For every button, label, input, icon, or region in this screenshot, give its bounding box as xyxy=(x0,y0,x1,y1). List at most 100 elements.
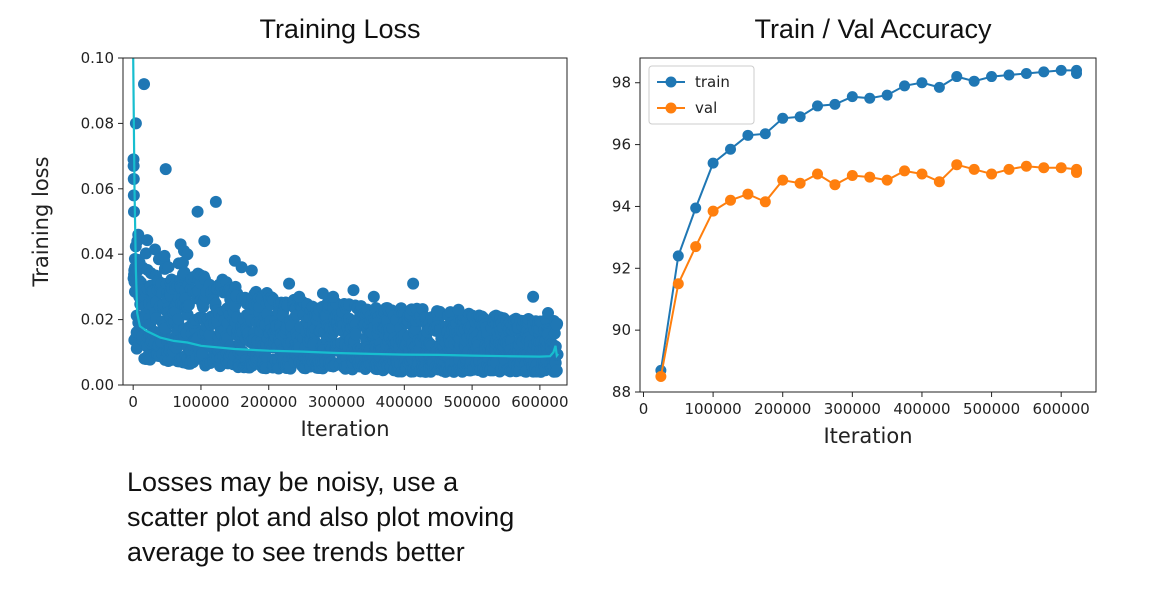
loss-x-tick-label: 0 xyxy=(128,393,138,411)
train-point xyxy=(1003,69,1015,81)
training-loss-chart: 0 100000 200000 300000 400000 500000 600000 0.0… xyxy=(29,49,569,441)
loss-point xyxy=(550,318,563,331)
loss-x-axis-label: Iteration xyxy=(300,417,389,441)
accuracy-legend: train val xyxy=(648,65,755,125)
loss-x-tick-label: 300000 xyxy=(308,393,365,411)
train-point xyxy=(1071,67,1083,79)
loss-outlier-point xyxy=(191,205,204,218)
val-point xyxy=(1020,160,1032,172)
train-point xyxy=(881,89,893,101)
loss-point xyxy=(182,298,195,311)
accuracy-chart: 0 100000 200000 300000 400000 500000 600000 88 9… xyxy=(612,57,1097,448)
acc-x-tick-label: 200000 xyxy=(754,400,811,418)
loss-point xyxy=(196,348,209,361)
val-series-line xyxy=(659,163,1078,377)
loss-outlier-point xyxy=(283,277,296,290)
loss-outlier-point xyxy=(316,287,329,300)
train-point xyxy=(951,71,963,83)
train-point xyxy=(812,100,824,112)
loss-y-tick-label: 0.02 xyxy=(81,311,114,329)
val-point xyxy=(899,165,911,177)
loss-y-tick-label: 0.00 xyxy=(81,376,114,394)
val-point xyxy=(1038,162,1050,174)
loss-outlier-point xyxy=(452,303,465,316)
loss-outlier-point xyxy=(159,163,172,176)
val-point xyxy=(690,241,702,253)
train-point xyxy=(1020,67,1032,79)
val-point xyxy=(846,170,858,182)
loss-outlier-point xyxy=(407,277,420,290)
train-point xyxy=(1038,66,1050,78)
loss-y-tick-label: 0.10 xyxy=(81,49,114,67)
loss-point xyxy=(148,243,161,256)
val-point xyxy=(951,159,963,171)
loss-point xyxy=(141,234,154,247)
acc-y-tick-label: 88 xyxy=(612,383,631,401)
val-point xyxy=(759,196,771,208)
loss-outlier-point xyxy=(293,290,306,303)
loss-scatter-points xyxy=(127,58,564,378)
val-point xyxy=(986,168,998,180)
loss-outlier-point xyxy=(367,290,380,303)
acc-x-tick-label: 400000 xyxy=(893,400,950,418)
loss-outlier-point xyxy=(198,235,211,248)
loss-x-tick-label: 400000 xyxy=(376,393,433,411)
loss-point xyxy=(158,249,171,262)
loss-outlier-point xyxy=(235,261,248,274)
train-point xyxy=(777,112,789,124)
loss-point xyxy=(349,328,362,341)
val-point xyxy=(777,174,789,186)
loss-outlier-point xyxy=(527,290,540,303)
loss-y-tick-label: 0.06 xyxy=(81,180,114,198)
val-point xyxy=(707,205,719,217)
acc-y-tick-label: 94 xyxy=(612,197,631,215)
val-point xyxy=(1003,163,1015,175)
train-point xyxy=(707,157,719,169)
train-point xyxy=(933,81,945,93)
val-point xyxy=(812,168,824,180)
train-point xyxy=(899,80,911,92)
val-point xyxy=(794,177,806,189)
train-point xyxy=(846,91,858,103)
val-point xyxy=(725,194,737,206)
legend-val-label: val xyxy=(695,99,717,117)
val-point xyxy=(916,168,928,180)
acc-x-tick-label: 0 xyxy=(639,400,649,418)
val-point xyxy=(968,163,980,175)
acc-y-tick-label: 92 xyxy=(612,259,631,277)
train-point xyxy=(742,129,754,141)
caption-line-2: scatter plot and also plot moving xyxy=(127,502,515,532)
legend-val-marker xyxy=(665,102,677,114)
val-point xyxy=(829,179,841,191)
accuracy-chart-title: Train / Val Accuracy xyxy=(754,14,992,44)
acc-y-tick-label: 90 xyxy=(612,321,631,339)
train-point xyxy=(864,92,876,104)
val-point xyxy=(1055,162,1067,174)
loss-point xyxy=(172,313,185,326)
loss-outlier-point xyxy=(347,284,360,297)
acc-y-tick-label: 98 xyxy=(612,74,631,92)
loss-y-tick-label: 0.08 xyxy=(81,114,114,132)
train-point xyxy=(672,250,684,262)
loss-point xyxy=(162,261,175,274)
acc-x-tick-label: 600000 xyxy=(1033,400,1090,418)
val-point xyxy=(881,174,893,186)
train-point xyxy=(725,143,737,155)
loss-x-tick-label: 500000 xyxy=(443,393,500,411)
train-point xyxy=(690,202,702,214)
val-point xyxy=(655,371,667,383)
loss-x-tick-label: 100000 xyxy=(172,393,229,411)
loss-chart-title: Training Loss xyxy=(259,14,421,44)
caption-line-3: average to see trends better xyxy=(127,537,465,567)
val-point xyxy=(933,176,945,188)
train-point xyxy=(794,111,806,123)
val-point xyxy=(742,188,754,200)
loss-outlier-point xyxy=(542,307,555,320)
loss-outlier-point xyxy=(245,264,258,277)
loss-outlier-point xyxy=(129,117,142,130)
legend-train-marker xyxy=(665,76,677,88)
train-point xyxy=(759,128,771,140)
loss-plot-frame xyxy=(122,57,568,386)
loss-point xyxy=(550,364,563,377)
